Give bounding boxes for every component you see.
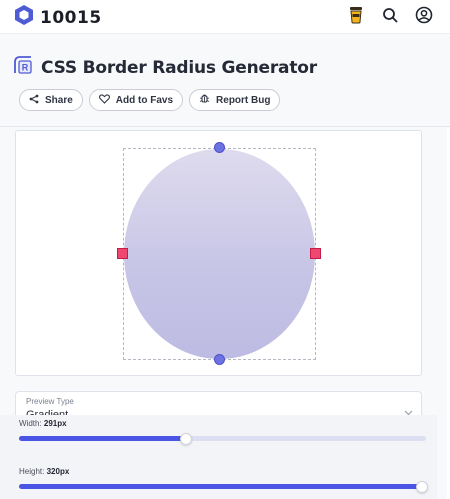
tool-header: R CSS Border Radius Generator Share xyxy=(0,35,450,127)
share-button-label: Share xyxy=(45,94,73,106)
add-to-favs-button[interactable]: Add to Favs xyxy=(88,89,184,111)
preview-card xyxy=(15,130,422,376)
header-actions: Share Add to Favs xyxy=(19,89,281,111)
brand-logo-link[interactable]: 10015 xyxy=(14,4,102,31)
border-radius-tool-icon: R xyxy=(13,55,33,80)
top-actions xyxy=(346,5,434,25)
width-slider-thumb[interactable] xyxy=(179,433,192,445)
user-icon[interactable] xyxy=(414,5,434,25)
main-content: Preview Type Gradient Width: 291px Heigh… xyxy=(0,128,450,499)
dimension-sliders: Width: 291px Height: 320px xyxy=(0,415,437,499)
add-to-favs-label: Add to Favs xyxy=(115,94,174,106)
share-icon xyxy=(29,94,39,107)
top-navbar: 10015 xyxy=(0,0,450,34)
heart-icon xyxy=(98,93,110,107)
share-button[interactable]: Share xyxy=(19,89,83,111)
right-edge-strip xyxy=(447,128,450,499)
title-row: R CSS Border Radius Generator xyxy=(13,55,317,80)
logo-icon xyxy=(14,4,34,31)
height-slider[interactable] xyxy=(19,481,428,493)
report-bug-button[interactable]: Report Bug xyxy=(189,89,281,111)
page-title: CSS Border Radius Generator xyxy=(41,57,317,78)
chevron-down-icon xyxy=(404,403,413,418)
preview-type-label: Preview Type xyxy=(26,397,74,406)
bottom-radius-handle[interactable] xyxy=(214,354,225,365)
height-value: 320px xyxy=(46,467,70,476)
coffee-icon[interactable] xyxy=(346,5,366,25)
top-radius-handle[interactable] xyxy=(214,142,225,153)
width-slider-label: Width: 291px xyxy=(19,419,67,428)
width-slider-fill xyxy=(19,436,186,441)
bug-icon xyxy=(199,93,210,107)
report-bug-label: Report Bug xyxy=(216,94,271,106)
border-radius-preview-shape xyxy=(124,149,315,359)
preview-type-value: Gradient xyxy=(26,409,69,419)
left-radius-handle[interactable] xyxy=(117,248,128,259)
height-slider-thumb[interactable] xyxy=(415,481,428,493)
search-icon[interactable] xyxy=(380,5,400,25)
svg-text:R: R xyxy=(22,63,29,73)
brand-name: 10015 xyxy=(40,7,102,28)
width-slider[interactable] xyxy=(19,433,426,445)
shape-bounding-box xyxy=(123,148,316,360)
right-radius-handle[interactable] xyxy=(310,248,321,259)
width-value: 291px xyxy=(43,419,67,428)
height-slider-fill xyxy=(19,484,422,489)
height-slider-label: Height: 320px xyxy=(19,467,70,476)
